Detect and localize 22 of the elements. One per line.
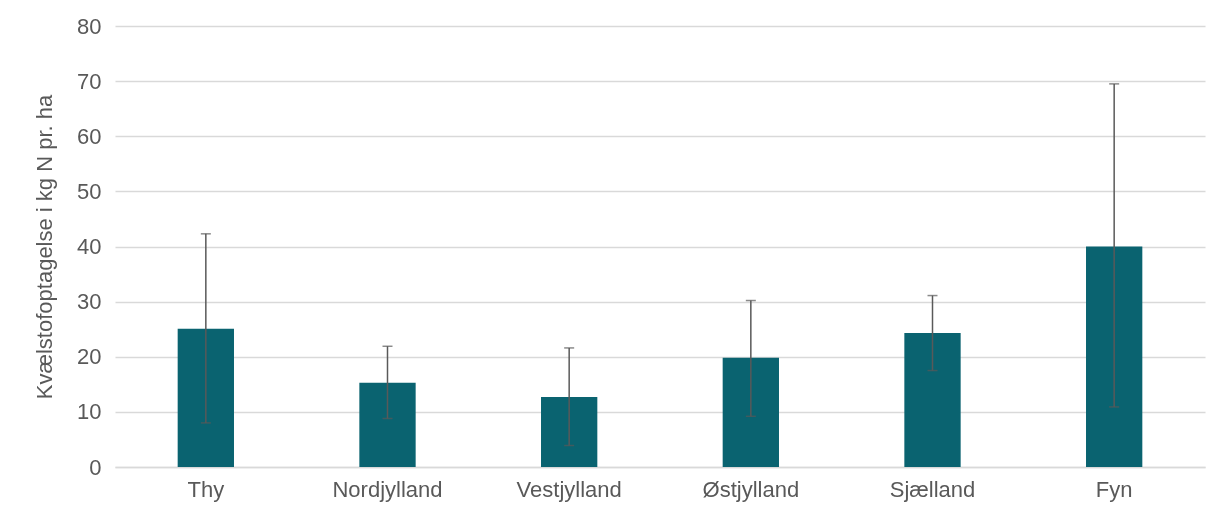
x-tick-label: Fyn (1095, 476, 1133, 502)
y-tick-label: 60 (77, 123, 102, 149)
bar (359, 382, 416, 467)
x-tick-label: Sjælland (889, 476, 976, 502)
y-tick-label: 20 (77, 344, 102, 370)
y-tick-label: 30 (77, 289, 102, 315)
bar (722, 357, 779, 467)
bar (1086, 246, 1143, 467)
x-tick-label: Thy (187, 476, 225, 502)
bar (541, 396, 598, 467)
bar (177, 328, 234, 467)
y-tick-label: 50 (77, 178, 102, 204)
x-tick-label: Vestjylland (516, 476, 622, 502)
y-tick-label: 10 (77, 399, 102, 425)
y-axis-title: Kvælstofoptagelse i kg N pr. ha (32, 93, 58, 400)
y-tick-label: 0 (89, 454, 102, 480)
y-tick-label: 40 (77, 234, 102, 259)
x-tick-label: Østjylland (702, 476, 800, 502)
bar (904, 333, 961, 467)
y-tick-label: 80 (77, 13, 102, 39)
x-tick-label: Nordjylland (332, 476, 443, 502)
y-tick-label: 70 (77, 68, 102, 94)
